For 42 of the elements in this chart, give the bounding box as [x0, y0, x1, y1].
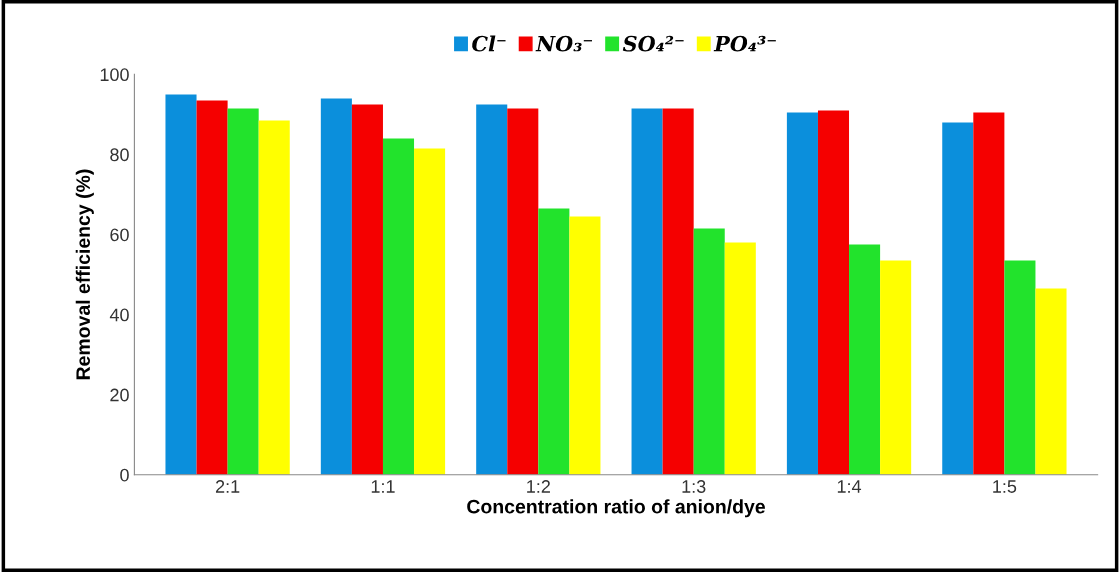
y-axis-title: Removal efficiency (%): [75, 169, 94, 380]
bar: [414, 148, 446, 475]
x-tick-label: 1:1: [371, 480, 395, 493]
x-tick-label: 1:3: [682, 480, 706, 493]
bar: [880, 260, 912, 475]
bar: [351, 104, 383, 475]
y-tick-label: 40: [109, 308, 129, 322]
bar: [849, 244, 881, 475]
bar: [973, 112, 1005, 475]
bar: [476, 104, 508, 475]
x-axis-title: Concentration ratio of anion/dye: [467, 499, 765, 518]
x-tick-label: 1:5: [993, 480, 1017, 493]
bar: [196, 100, 228, 475]
bar: [569, 216, 601, 475]
y-tick-label: 0: [120, 468, 129, 482]
x-tick-label: 1:4: [837, 480, 862, 493]
legend-label: Cl⁻: [472, 35, 506, 52]
bar: [1004, 260, 1036, 475]
y-tick-label: 80: [110, 148, 129, 162]
x-tick-label: 2:1: [215, 480, 240, 493]
bar: [227, 108, 259, 475]
bar: [1035, 288, 1067, 475]
y-tick-label: 20: [110, 388, 129, 402]
bar: [165, 94, 197, 475]
bar: [942, 122, 974, 475]
bar: [258, 120, 290, 475]
bar: [507, 108, 539, 475]
bar: [320, 98, 352, 475]
legend-label: NO₃⁻: [535, 35, 593, 52]
bar: [693, 228, 725, 475]
bar: [786, 112, 818, 475]
bar: [382, 138, 415, 475]
legend-label: SO₄²⁻: [622, 35, 684, 52]
bar: [662, 108, 694, 475]
bar: [817, 110, 850, 475]
y-tick-label: 60: [110, 228, 129, 242]
y-tick-label: 100: [100, 68, 129, 82]
x-tick-label: 1:2: [527, 480, 550, 493]
bar: [538, 208, 570, 475]
bar: [631, 108, 663, 475]
bar: [724, 242, 756, 475]
legend-label: PO₄³⁻: [713, 35, 776, 52]
